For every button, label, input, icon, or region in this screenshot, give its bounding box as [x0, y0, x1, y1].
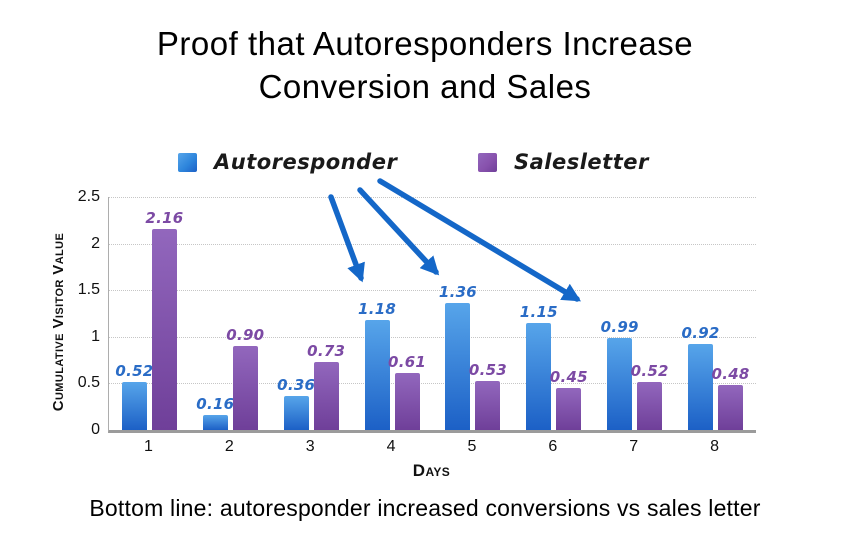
value-label-salesletter-day-7: 0.52 — [630, 361, 669, 380]
legend-label-salesletter: Salesletter — [514, 150, 649, 174]
y-tick-label-1: 1 — [91, 327, 100, 345]
value-label-autoresponder-day-3: 0.36 — [277, 376, 316, 395]
value-label-salesletter-day-2: 0.90 — [226, 326, 265, 345]
bar-autoresponder-day-7 — [607, 337, 633, 430]
bar-salesletter-day-2 — [232, 346, 258, 430]
value-label-autoresponder-day-7: 0.99 — [600, 317, 639, 336]
bar-autoresponder-day-2 — [202, 415, 228, 430]
chart-title-line-2: Conversion and Sales — [258, 68, 592, 105]
bar-salesletter-day-6 — [556, 388, 582, 430]
value-label-autoresponder-day-2: 0.16 — [196, 395, 235, 414]
bar-salesletter-day-3 — [313, 361, 339, 430]
bar-salesletter-day-8 — [718, 385, 744, 430]
y-tick-label-2.5: 2.5 — [77, 188, 100, 205]
gridline-0.5 — [109, 383, 756, 385]
value-label-salesletter-day-6: 0.45 — [549, 368, 588, 387]
value-label-salesletter-day-8: 0.48 — [711, 365, 750, 384]
autoresponder-swatch-icon — [178, 152, 197, 172]
bar-autoresponder-day-4 — [364, 320, 390, 430]
gridline-2 — [109, 243, 756, 245]
value-label-autoresponder-day-4: 1.18 — [357, 300, 397, 319]
x-tick-label-6: 6 — [548, 438, 558, 455]
bar-autoresponder-day-3 — [283, 396, 309, 430]
legend-item-autoresponder: Autoresponder — [178, 150, 398, 174]
value-label-autoresponder-day-6: 1.15 — [519, 302, 558, 321]
chart-title: Proof that Autoresponders Increase Conve… — [0, 22, 850, 108]
x-tick-label-5: 5 — [467, 438, 477, 455]
x-tick-label-7: 7 — [629, 438, 639, 455]
x-tick-label-2: 2 — [224, 438, 234, 455]
bar-salesletter-day-4 — [394, 373, 420, 430]
x-tick-label-8: 8 — [710, 438, 720, 455]
y-tick-label-0: 0 — [91, 421, 100, 438]
bar-autoresponder-day-1 — [121, 381, 147, 430]
bar-autoresponder-day-6 — [526, 322, 552, 430]
value-label-salesletter-day-3: 0.73 — [307, 341, 346, 360]
plot-area: 0.52 2.16 0.16 0.90 0.36 0.73 1.18 0.61 1.36 0.53… — [108, 197, 756, 433]
x-tick-label-3: 3 — [305, 438, 315, 455]
value-label-salesletter-day-5: 0.53 — [468, 360, 508, 379]
salesletter-swatch-icon — [478, 152, 497, 172]
bar-autoresponder-day-8 — [688, 344, 714, 430]
x-tick-label-4: 4 — [386, 438, 396, 455]
value-label-salesletter-day-4: 0.61 — [387, 353, 427, 372]
gridline-2.5 — [109, 197, 756, 198]
x-axis-title: Days — [412, 461, 451, 480]
chart-title-line-1: Proof that Autoresponders Increase — [156, 25, 694, 62]
y-tick-label-0.5: 0.5 — [77, 374, 100, 392]
value-label-salesletter-day-1: 2.16 — [145, 208, 184, 227]
legend-item-salesletter: Salesletter — [478, 150, 649, 174]
y-tick-label-2: 2 — [91, 234, 100, 252]
value-label-autoresponder-day-5: 1.36 — [438, 283, 478, 302]
bar-salesletter-day-5 — [475, 380, 501, 430]
bottom-caption: Bottom line: autoresponder increased con… — [89, 495, 761, 521]
legend-label-autoresponder: Autoresponder — [214, 150, 398, 174]
y-tick-label-1.5: 1.5 — [77, 281, 100, 299]
bar-salesletter-day-7 — [637, 381, 663, 430]
x-tick-label-1: 1 — [143, 438, 153, 455]
value-label-autoresponder-day-1: 0.52 — [115, 361, 154, 380]
bar-autoresponder-day-5 — [445, 303, 471, 430]
bar-salesletter-day-1 — [151, 228, 177, 430]
value-label-autoresponder-day-8: 0.92 — [681, 324, 720, 343]
gridline-1 — [109, 336, 756, 338]
